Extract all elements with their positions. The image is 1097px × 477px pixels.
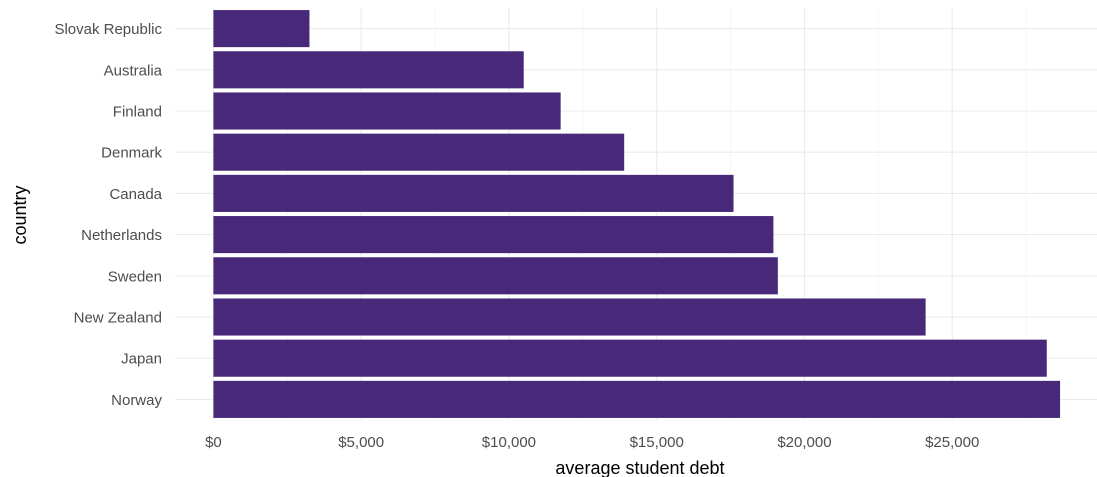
x-tick-label: $15,000 [630, 434, 684, 451]
y-tick-label: Japan [121, 351, 162, 368]
y-tick-label: Slovak Republic [54, 21, 162, 38]
x-tick-label: $5,000 [338, 434, 384, 451]
y-axis-tick-labels: Slovak Republic Australia Finland Denmark Ca… [54, 21, 162, 409]
y-tick-label: Sweden [108, 268, 162, 285]
x-axis-title: average student debt [555, 458, 724, 477]
y-tick-label: Finland [113, 104, 162, 121]
bar [213, 51, 524, 89]
bar [213, 339, 1047, 377]
y-tick-label: New Zealand [74, 310, 162, 327]
x-axis-tick-labels: $0 $5,000 $10,000 $15,000 $20,000 $25,000 [205, 434, 979, 451]
bar [213, 174, 734, 212]
y-tick-label: Netherlands [81, 227, 162, 244]
x-tick-label: $0 [205, 434, 222, 451]
x-tick-label: $10,000 [482, 434, 536, 451]
bar [213, 380, 1061, 418]
bar [213, 257, 778, 295]
y-axis-title: country [10, 185, 30, 244]
y-tick-label: Canada [109, 186, 162, 203]
bar [213, 10, 310, 48]
y-tick-label: Denmark [101, 145, 162, 162]
x-tick-label: $20,000 [777, 434, 831, 451]
bar [213, 216, 774, 254]
bars [213, 10, 1061, 418]
bar [213, 298, 926, 336]
x-tick-label: $25,000 [925, 434, 979, 451]
bar [213, 92, 561, 130]
y-tick-label: Australia [104, 62, 163, 79]
bar [213, 133, 625, 171]
y-tick-label: Norway [111, 392, 162, 409]
